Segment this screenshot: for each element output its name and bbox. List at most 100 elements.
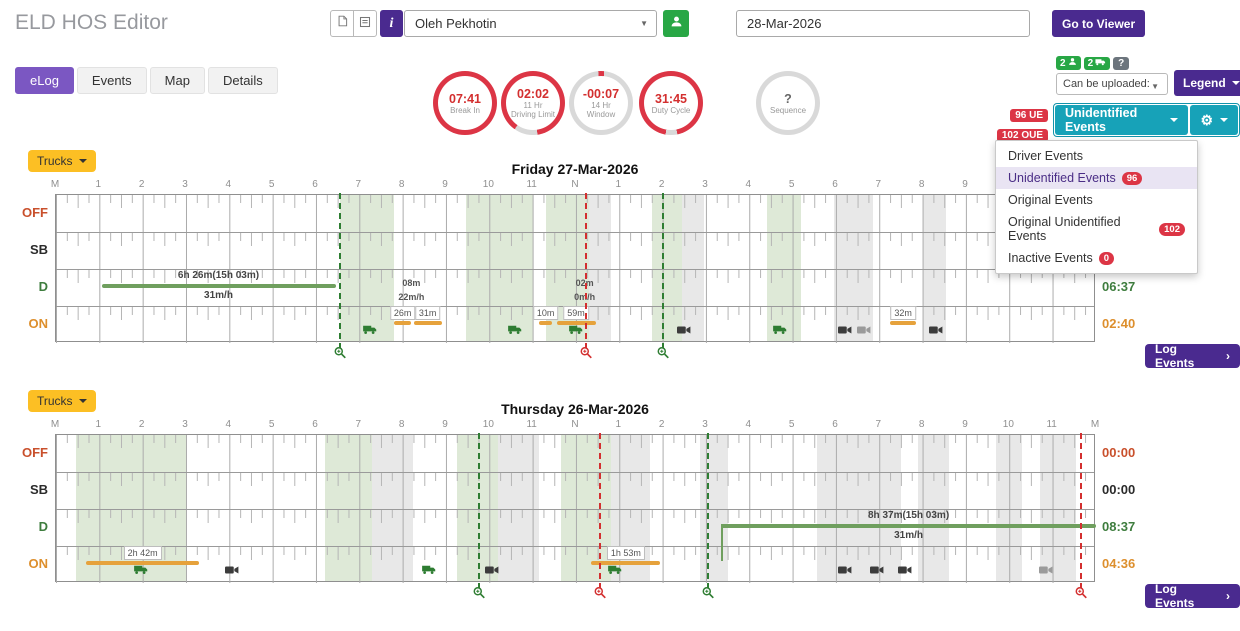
duty-segment[interactable] [539, 321, 553, 325]
tab-map[interactable]: Map [149, 67, 205, 94]
row-label-on: ON [28, 556, 49, 571]
magnifier-icon[interactable] [702, 586, 715, 604]
row-total-d: 06:37 [1102, 279, 1136, 294]
camera-icon[interactable] [837, 322, 852, 340]
camera-icon[interactable] [928, 322, 943, 340]
truck-icon[interactable] [569, 322, 584, 340]
magnifier-icon[interactable] [1074, 586, 1087, 604]
duty-segment[interactable] [101, 284, 336, 288]
events-filter-button[interactable]: Unidentified Events [1055, 105, 1189, 135]
axis-label: 1 [95, 419, 102, 430]
duty-segment[interactable] [413, 321, 442, 325]
gauge-value: -00:07 [582, 87, 620, 101]
menu-item-label: Inactive Events [1008, 251, 1093, 265]
axis-label: 10 [482, 419, 494, 430]
upload-badges: 2 2 ? [1056, 56, 1130, 70]
truck-icon[interactable] [421, 562, 436, 580]
tab-details[interactable]: Details [207, 67, 278, 94]
magnifier-icon[interactable] [333, 346, 346, 364]
unidentified-badges: 96 UE 102 OUE [950, 105, 1048, 145]
truck-icon[interactable] [772, 322, 787, 340]
document-button[interactable] [330, 10, 354, 37]
camera-icon[interactable] [898, 562, 912, 580]
duty-segment[interactable] [556, 321, 596, 325]
events-settings-button[interactable]: ⚙ [1190, 105, 1238, 135]
segment-tag: 31m [414, 306, 441, 320]
magnifier-icon[interactable] [656, 346, 669, 364]
axis-label: 5 [268, 179, 275, 190]
grid-row [56, 472, 1094, 509]
gauge-label: Window [586, 110, 616, 119]
camera-icon[interactable] [484, 562, 499, 580]
duty-segment[interactable] [86, 561, 199, 565]
gauge-face: 07:41 Break In [438, 76, 492, 130]
trucks-dropdown[interactable]: Trucks [28, 150, 96, 172]
duty-segment[interactable] [591, 561, 661, 565]
date-input[interactable] [736, 10, 1030, 37]
info-button[interactable]: i [380, 10, 403, 37]
camera-icon[interactable] [1039, 562, 1053, 580]
events-filter-group: Unidentified Events ⚙ [1053, 103, 1240, 137]
duty-grid: 2h 42m 1h 53m 8h 37m(15h 03m) 31m/h [55, 433, 1096, 599]
drivers-count-badge: 2 [1056, 56, 1081, 70]
can-be-uploaded-select[interactable]: Can be uploaded: ▼ [1056, 73, 1168, 95]
tab-events[interactable]: Events [76, 67, 147, 94]
gauge-value: 31:45 [655, 91, 687, 106]
help-icon[interactable]: ? [1113, 56, 1130, 70]
camera-icon[interactable] [677, 322, 691, 340]
axis-label: 6 [832, 419, 838, 430]
camera-icon[interactable] [837, 562, 852, 580]
truck-icon[interactable] [363, 322, 378, 340]
axis-label: M [1090, 419, 1100, 430]
duty-segment[interactable] [721, 524, 1096, 528]
axis-label: 8 [918, 419, 925, 430]
camera-icon[interactable] [857, 322, 871, 340]
menu-item-2[interactable]: Original Events [996, 189, 1197, 211]
axis-label: 7 [875, 179, 882, 190]
go-to-viewer-button[interactable]: Go to Viewer [1052, 10, 1146, 37]
magnifier-icon[interactable] [579, 346, 592, 364]
menu-item-4[interactable]: Inactive Events 0 [996, 247, 1197, 269]
gauge-face: 02:02 11 Hr Driving Limit [506, 76, 560, 130]
note-button[interactable] [353, 10, 377, 37]
menu-item-1[interactable]: Unidentified Events 96 [996, 167, 1197, 189]
menu-item-label: Driver Events [1008, 149, 1084, 163]
magnifier-icon[interactable] [593, 586, 606, 604]
truck-icon[interactable] [508, 322, 523, 340]
truck-icon[interactable] [608, 562, 623, 580]
duty-segment[interactable] [394, 321, 412, 325]
chart-section-0: Trucks Friday 27-Mar-2026 M 1 2 3 4 5 6 7 8 9 10 11 N 1… [0, 148, 1240, 383]
gauge-label: Driving Limit [510, 110, 555, 119]
menu-item-0[interactable]: Driver Events [996, 145, 1197, 167]
axis-label: 10 [1002, 419, 1014, 430]
magnifier-icon[interactable] [472, 586, 485, 604]
axis-label: M [50, 179, 60, 190]
segment-riser [721, 524, 724, 561]
row-label-sb: SB [29, 482, 48, 497]
legend-button[interactable]: Legend [1174, 70, 1240, 96]
menu-item-3[interactable]: Original Unidentified Events 102 [996, 211, 1197, 247]
menu-item-label: Original Events [1008, 193, 1093, 207]
log-events-button[interactable]: Log Events › [1145, 342, 1240, 370]
trucks-dropdown[interactable]: Trucks [28, 390, 96, 412]
driver-select[interactable]: Oleh Pekhotin ▼ [404, 10, 657, 37]
duty-segment[interactable] [890, 321, 917, 325]
tab-elog[interactable]: eLog [15, 67, 74, 94]
duty-grid: 6h 26m(15h 03m) 31m/h 26m 31m 10m 59m 32m 08m 22… [55, 193, 1095, 359]
axis-label: 4 [225, 179, 232, 190]
log-events-label: Log Events [1155, 342, 1195, 370]
axis-label: 4 [225, 419, 232, 430]
axis-label: 8 [398, 419, 405, 430]
axis-label: 3 [702, 419, 708, 430]
camera-icon[interactable] [224, 562, 239, 580]
add-driver-button[interactable] [663, 10, 689, 37]
axis-label: 9 [962, 419, 968, 430]
page-title: ELD HOS Editor [15, 11, 168, 34]
axis-label: 3 [182, 419, 188, 430]
gauge-face: ? Sequence [761, 76, 815, 130]
truck-icon[interactable] [133, 562, 148, 580]
log-events-button[interactable]: Log Events › [1145, 582, 1240, 610]
camera-icon[interactable] [870, 562, 884, 580]
ue-badge: 96 UE [1010, 109, 1048, 122]
